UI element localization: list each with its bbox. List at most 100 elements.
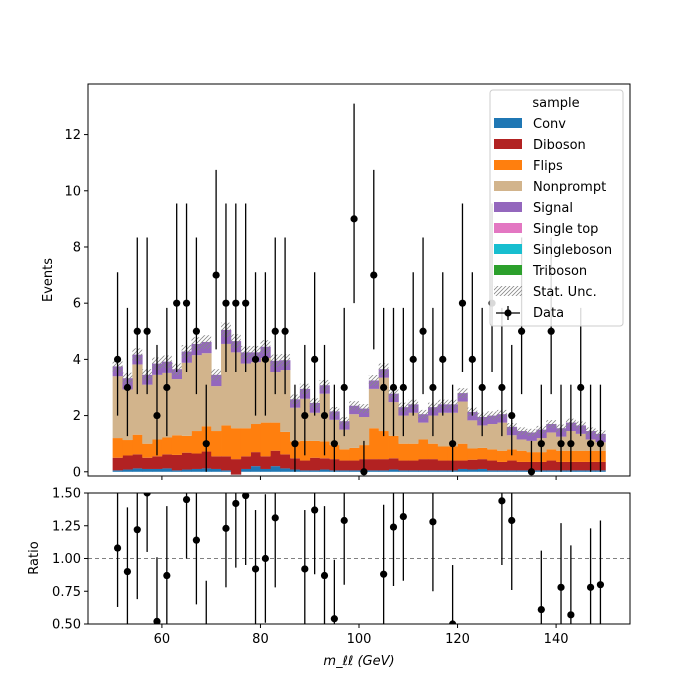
data-point: [113, 355, 122, 363]
data-point: [251, 355, 260, 363]
bar-flips: [575, 450, 587, 462]
bar-nonprompt: [368, 388, 380, 429]
stat-unc-bin: [487, 411, 497, 420]
bar-conv: [309, 470, 320, 472]
bar-conv: [378, 470, 389, 472]
bar-conv: [546, 470, 557, 472]
bar-nonprompt: [230, 352, 242, 429]
ratio-panel: 0.50 0.75 1.00 1.25 1.50 60 80 100 120 140 Ratio…: [27, 487, 631, 669]
bar-nonprompt: [359, 416, 370, 446]
data-point: [350, 215, 358, 223]
bar-flips: [418, 439, 429, 460]
bar-conv: [427, 470, 439, 472]
ratio-point: [311, 506, 319, 514]
bar-diboson: [388, 458, 399, 470]
bar-flips: [368, 428, 380, 460]
data-point: [478, 383, 486, 392]
main-y-tick-label: 4: [73, 353, 81, 368]
main-y-tick-label: 8: [73, 240, 81, 255]
ratio-points: [113, 493, 605, 624]
bar-nonprompt: [487, 424, 498, 450]
data-point: [261, 355, 269, 363]
legend-swatch-singleboson: [494, 244, 522, 254]
ratio-point: [567, 611, 575, 619]
bar-diboson: [368, 459, 380, 471]
ratio-point: [508, 516, 516, 525]
bar-conv: [467, 469, 478, 472]
bar-diboson: [191, 453, 202, 469]
legend-label: Data: [533, 306, 564, 321]
data-point: [182, 299, 191, 307]
ratio-y-tick-label: 1.50: [52, 487, 81, 502]
bar-diboson: [408, 460, 419, 471]
bar-diboson: [260, 456, 271, 469]
bar-diboson: [496, 461, 508, 471]
ratio-point: [242, 493, 250, 500]
bar-conv: [171, 470, 183, 472]
bar-diboson: [280, 454, 291, 469]
bar-conv: [575, 470, 587, 472]
data-point: [173, 299, 181, 307]
bar-nonprompt: [418, 422, 429, 440]
legend-swatch-flips: [494, 160, 522, 170]
data-point: [458, 299, 467, 307]
data-point: [468, 355, 476, 363]
bar-diboson: [467, 459, 478, 470]
bar-flips: [250, 424, 261, 453]
bar-signal: [516, 431, 527, 440]
bar-diboson: [457, 460, 468, 469]
bar-flips: [398, 443, 409, 461]
ratio-point: [301, 565, 309, 573]
bar-flips: [122, 440, 133, 456]
ratio-point: [429, 518, 437, 526]
main-y-tick-label: 10: [64, 184, 81, 199]
data-point: [419, 327, 427, 335]
bar-diboson: [221, 456, 232, 471]
bar-conv: [398, 470, 409, 472]
bar-conv: [418, 470, 429, 472]
ratio-point: [498, 497, 506, 505]
ratio-y-axis-label: Ratio: [27, 541, 42, 574]
bar-flips: [230, 428, 242, 460]
bar-conv: [408, 470, 419, 472]
data-point: [320, 411, 329, 420]
ratio-point: [596, 581, 605, 589]
bar-nonprompt: [339, 429, 350, 450]
bar-diboson: [349, 460, 360, 471]
bar-flips: [270, 422, 281, 451]
bar-conv: [388, 469, 399, 472]
ratio-point: [340, 516, 348, 525]
x-tick-label: 140: [544, 632, 569, 647]
bar-nonprompt: [171, 379, 183, 436]
bar-conv: [280, 468, 291, 472]
main-panel: 0 2 4 6 8 10 12 Events: [41, 83, 631, 480]
bar-conv: [191, 468, 202, 472]
bar-flips: [211, 431, 222, 457]
legend-swatch-triboson: [494, 265, 522, 275]
data-point: [498, 383, 506, 392]
data-point: [370, 271, 378, 279]
bar-conv: [152, 468, 163, 472]
ratio-point: [182, 495, 191, 504]
data-point: [242, 299, 250, 307]
data-point: [439, 355, 447, 363]
bar-flips: [112, 438, 123, 458]
bar-diboson: [299, 460, 311, 471]
bar-flips: [240, 428, 251, 457]
bar-flips: [181, 435, 192, 453]
bar-flips: [378, 431, 389, 460]
bar-nonprompt: [309, 412, 320, 441]
legend-label: Single top: [533, 222, 598, 237]
data-point: [192, 327, 200, 335]
ratio-plot-frame: [87, 492, 631, 625]
bar-flips: [388, 435, 399, 459]
ratio-point: [123, 568, 132, 576]
bar-diboson: [378, 459, 389, 471]
bar-flips: [546, 449, 557, 461]
data-point: [429, 383, 437, 392]
bar-diboson: [181, 452, 192, 470]
data-point: [163, 383, 171, 392]
stat-unc-bin: [349, 401, 359, 411]
bar-conv: [142, 468, 153, 472]
bar-diboson: [506, 460, 518, 471]
